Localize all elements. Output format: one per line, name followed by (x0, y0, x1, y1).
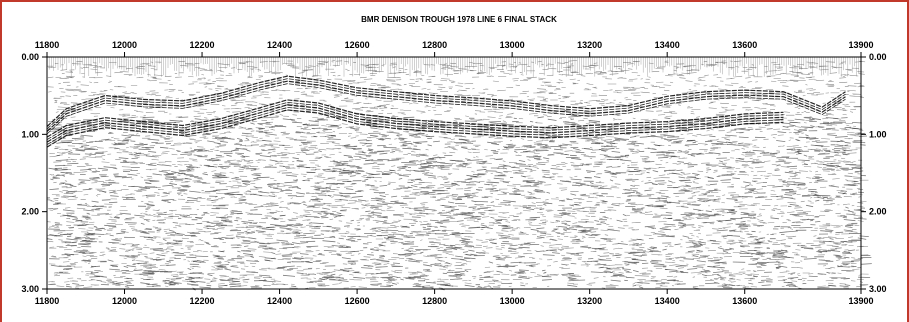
y-right-tick-label: 2.00 (869, 207, 887, 217)
reflector-line (46, 106, 784, 145)
x-bottom-tick-label: 13000 (500, 296, 525, 306)
reflector-1 (46, 75, 846, 135)
y-right-tick-label: 3.00 (869, 284, 887, 294)
y-left-tick-label: 3.00 (21, 284, 39, 294)
y-left-tick-label: 1.00 (21, 129, 39, 139)
x-top-tick-label: 13200 (577, 40, 602, 50)
x-bottom-tick-label: 13600 (732, 296, 757, 306)
x-bottom-tick-label: 11800 (35, 296, 60, 306)
y-axis-left: 0.00 1.00 2.00 3.00 (21, 52, 47, 294)
reflector-line (46, 80, 846, 132)
reflector-line (46, 101, 784, 140)
x-top-tick-label: 11800 (35, 40, 60, 50)
x-top-tick-label: 13400 (655, 40, 680, 50)
reflector-line (46, 78, 846, 130)
x-bottom-tick-label: 13900 (848, 296, 873, 306)
chart-title: BMR DENISON TROUGH 1978 LINE 6 FINAL STA… (361, 15, 557, 24)
x-top-tick-label: 13900 (848, 40, 873, 50)
x-top-tick-label: 13600 (732, 40, 757, 50)
noise-traces-dark (46, 115, 872, 291)
plot-background (47, 57, 861, 289)
x-top-tick-label: 12800 (422, 40, 447, 50)
reflector-2 (46, 99, 784, 148)
reflector-line (46, 83, 846, 135)
x-top-tick-label: 12000 (112, 40, 137, 50)
reflector-line (46, 99, 784, 138)
frame-right-border (907, 0, 909, 322)
x-axis-top: 11800 12000 12200 12400 12600 12800 13000 13200… (35, 40, 874, 57)
x-bottom-tick-label: 13200 (577, 296, 602, 306)
x-bottom-tick-label: 13400 (655, 296, 680, 306)
x-bottom-tick-label: 12800 (422, 296, 447, 306)
frame-top-border (0, 0, 909, 2)
plot-area (47, 57, 861, 289)
y-right-tick-label: 1.00 (869, 129, 887, 139)
reflector-line (46, 75, 846, 127)
x-bottom-tick-label: 12000 (112, 296, 137, 306)
y-axis-right: 0.00 1.00 2.00 3.00 (861, 52, 887, 294)
x-bottom-tick-label: 12400 (267, 296, 292, 306)
seismic-reflectors (46, 75, 846, 148)
x-bottom-tick-label: 12200 (190, 296, 215, 306)
seismic-noise-traces (46, 57, 872, 291)
y-left-tick-label: 0.00 (21, 52, 39, 62)
x-bottom-tick-label: 12600 (345, 296, 370, 306)
x-axis-bottom: 11800 12000 12200 12400 12600 12800 13000 13200… (35, 289, 874, 306)
x-top-tick-label: 12200 (190, 40, 215, 50)
y-left-tick-label: 2.00 (21, 207, 39, 217)
x-top-tick-label: 12400 (267, 40, 292, 50)
y-right-tick-label: 0.00 (869, 52, 887, 62)
plot-border (46, 56, 862, 290)
plot-frame (46, 56, 862, 290)
frame-left-border (0, 0, 2, 322)
x-top-tick-label: 13000 (500, 40, 525, 50)
x-top-tick-label: 12600 (345, 40, 370, 50)
reflector-line (46, 109, 784, 148)
reflector-line (46, 104, 784, 143)
